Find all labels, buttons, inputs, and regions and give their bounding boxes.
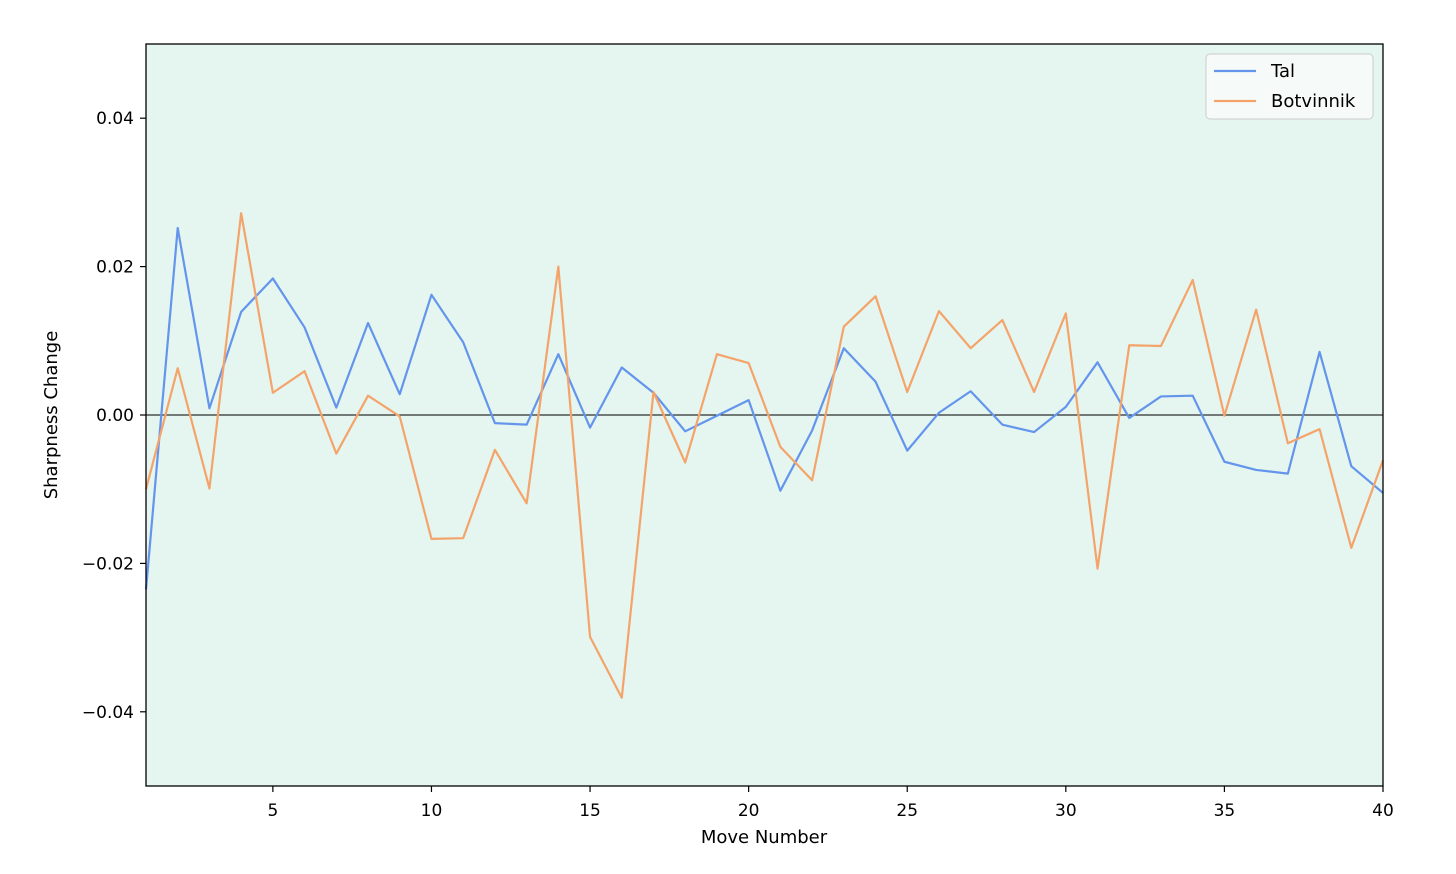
y-axis-ticks: 0.04 0.02 0.00 −0.02 −0.04 xyxy=(82,109,146,723)
x-tick-label: 30 xyxy=(1055,801,1077,821)
legend-label-tal: Tal xyxy=(1270,61,1295,82)
series-layer xyxy=(144,212,1385,699)
x-tick-label: 40 xyxy=(1372,801,1394,821)
series-line-botvinnik xyxy=(144,212,1385,699)
x-tick-label: 25 xyxy=(896,801,918,821)
y-tick-label: 0.00 xyxy=(96,406,134,426)
legend-label-botvinnik: Botvinnik xyxy=(1271,91,1356,112)
x-tick-label: 10 xyxy=(421,801,443,821)
x-tick-label: 15 xyxy=(579,801,601,821)
x-axis-label: Move Number xyxy=(701,827,828,848)
x-tick-label: 20 xyxy=(738,801,760,821)
y-axis-label: Sharpness Change xyxy=(41,331,62,500)
y-tick-label: 0.02 xyxy=(96,258,134,278)
y-tick-label: 0.04 xyxy=(96,109,134,129)
series-line-tal xyxy=(144,226,1384,590)
legend: Tal Botvinnik xyxy=(1205,53,1374,120)
y-tick-label: −0.04 xyxy=(82,703,134,723)
y-tick-label: −0.02 xyxy=(82,554,134,574)
x-tick-label: 35 xyxy=(1214,801,1236,821)
x-tick-label: 5 xyxy=(267,801,278,821)
x-axis-ticks: 5 10 15 20 25 30 35 40 xyxy=(267,786,1394,821)
